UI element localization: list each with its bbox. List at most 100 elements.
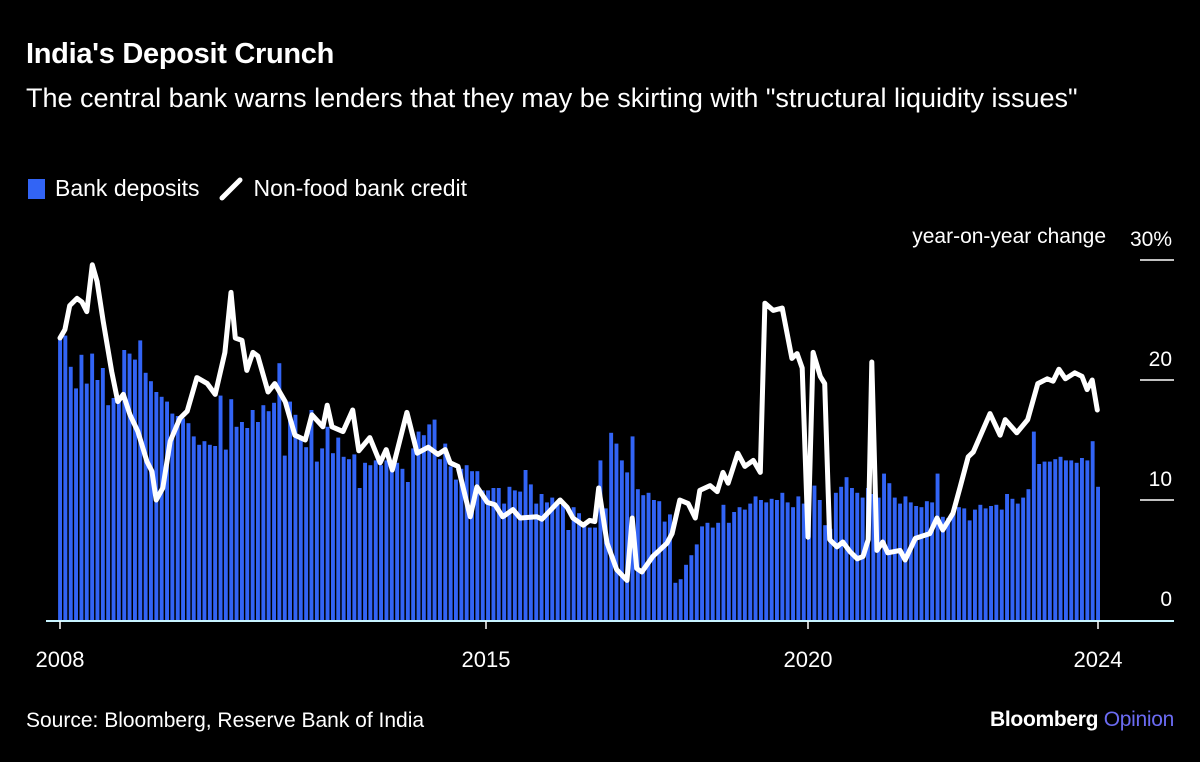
bar-bank-deposits — [764, 502, 769, 620]
bar-bank-deposits — [812, 485, 817, 620]
legend-label-bank-deposits: Bank deposits — [55, 175, 200, 201]
bar-bank-deposits — [363, 462, 367, 620]
bar-bank-deposits — [705, 522, 710, 620]
y-tick-label: 10 — [1149, 468, 1172, 491]
bar-bank-deposits — [416, 431, 421, 620]
bar-bank-deposits — [957, 507, 961, 620]
bar-bank-deposits — [678, 579, 683, 620]
x-tick-label: 2024 — [1074, 647, 1123, 672]
bar-bank-deposits — [405, 482, 410, 620]
bar-bank-deposits — [502, 503, 507, 620]
x-tick-label: 2008 — [36, 647, 85, 672]
bar-bank-deposits — [523, 470, 528, 620]
bar-bank-deposits — [1064, 460, 1068, 620]
bar-bank-deposits — [721, 504, 726, 620]
bar-bank-deposits — [298, 436, 303, 620]
bar-bank-deposits — [480, 490, 485, 620]
bar-bank-deposits — [149, 381, 153, 620]
bar-bank-deposits — [245, 428, 250, 620]
legend: Bank deposits Non-food bank credit — [28, 175, 467, 202]
bar-bank-deposits — [684, 564, 688, 620]
bar-bank-deposits — [191, 436, 196, 620]
bar-bank-deposits — [796, 496, 801, 620]
bar-bank-deposits — [710, 527, 715, 620]
bar-bank-deposits — [994, 504, 999, 620]
bar-bank-deposits — [389, 465, 394, 620]
bar-bank-deposits — [1069, 460, 1074, 620]
bar-bank-deposits — [550, 497, 555, 620]
bar-bank-deposits — [79, 354, 84, 620]
bar-bank-deposits — [165, 401, 169, 620]
bloomberg-opinion-logo: Bloomberg Opinion — [990, 708, 1174, 732]
bar-bank-deposits — [1058, 456, 1063, 620]
chart-title: India's Deposit Crunch — [26, 38, 335, 70]
bar-bank-deposits — [823, 525, 828, 620]
bar-bank-deposits — [111, 398, 116, 620]
bar-bank-deposits — [63, 335, 68, 620]
bar-bank-deposits — [619, 460, 624, 620]
bar-bank-deposits — [983, 508, 988, 620]
bar-bank-deposits — [1031, 431, 1036, 620]
bar-bank-deposits — [571, 507, 576, 620]
bar-bank-deposits — [801, 503, 806, 620]
bar-bank-deposits — [277, 363, 282, 620]
bar-bank-deposits — [159, 396, 164, 620]
bar-bank-deposits — [84, 383, 89, 620]
bar-bank-deposits — [726, 522, 731, 620]
bar-bank-deposits — [828, 528, 833, 620]
bar-bank-deposits — [170, 413, 175, 620]
bar-bank-deposits — [791, 507, 795, 620]
bar-bank-deposits — [587, 527, 592, 620]
bar-bank-deposits — [58, 338, 62, 620]
bar-bank-deposits — [989, 506, 993, 620]
bar-bank-deposits — [561, 504, 565, 620]
bar-bank-deposits — [871, 494, 876, 620]
bar-bank-deposits — [411, 448, 416, 620]
bar-bank-deposits — [1021, 497, 1026, 620]
bar-bank-deposits — [395, 462, 400, 620]
bar-bank-deposits — [759, 500, 763, 620]
bar-bank-deposits — [700, 526, 704, 620]
bar-bank-deposits — [817, 500, 822, 620]
bar-bank-deposits — [999, 509, 1004, 620]
bar-bank-deposits — [432, 419, 437, 620]
bar-bank-deposits — [598, 460, 603, 620]
bar-bank-deposits — [545, 502, 549, 620]
bar-bank-deposits — [833, 492, 838, 620]
bar-bank-deposits — [1074, 462, 1079, 620]
bar-bank-deposits — [213, 446, 218, 620]
bar-bank-deposits — [898, 503, 902, 620]
bar-bank-deposits — [919, 507, 924, 620]
bar-bank-deposits — [448, 466, 453, 620]
bar-bank-deposits — [775, 500, 779, 620]
bar-bank-deposits — [935, 473, 940, 620]
bar-bank-deposits — [288, 401, 292, 620]
bar-bank-deposits — [876, 497, 881, 620]
y-axis-label: year-on-year change — [912, 225, 1106, 248]
bar-bank-deposits — [807, 485, 811, 620]
bar-bank-deposits — [331, 453, 335, 620]
bar-bank-deposits — [256, 422, 260, 620]
bar-bank-deposits — [207, 444, 212, 620]
bar-bank-deposits — [427, 424, 432, 620]
bar-bank-deposits — [646, 492, 651, 620]
bar-bank-deposits — [186, 423, 191, 620]
bar-bank-deposits — [518, 491, 523, 620]
bar-bank-deposits — [116, 401, 121, 620]
bar-bank-deposits — [175, 416, 180, 620]
bar-bank-deposits — [528, 484, 533, 620]
bar-bank-deposits — [593, 527, 597, 620]
bar-bank-deposits — [625, 472, 630, 620]
bar-bank-deposits — [138, 340, 143, 620]
bar-bank-deposits — [282, 455, 287, 620]
bar-bank-deposits — [95, 380, 100, 620]
bar-bank-deposits — [352, 454, 357, 620]
bar-bank-deposits — [309, 410, 314, 620]
x-tick-label: 2015 — [462, 647, 511, 672]
bar-bank-deposits — [229, 399, 234, 620]
bar-bank-deposits — [748, 503, 753, 620]
bar-bank-deposits — [930, 502, 935, 620]
bar-bank-deposits — [737, 507, 742, 620]
bar-bank-deposits — [100, 368, 105, 620]
